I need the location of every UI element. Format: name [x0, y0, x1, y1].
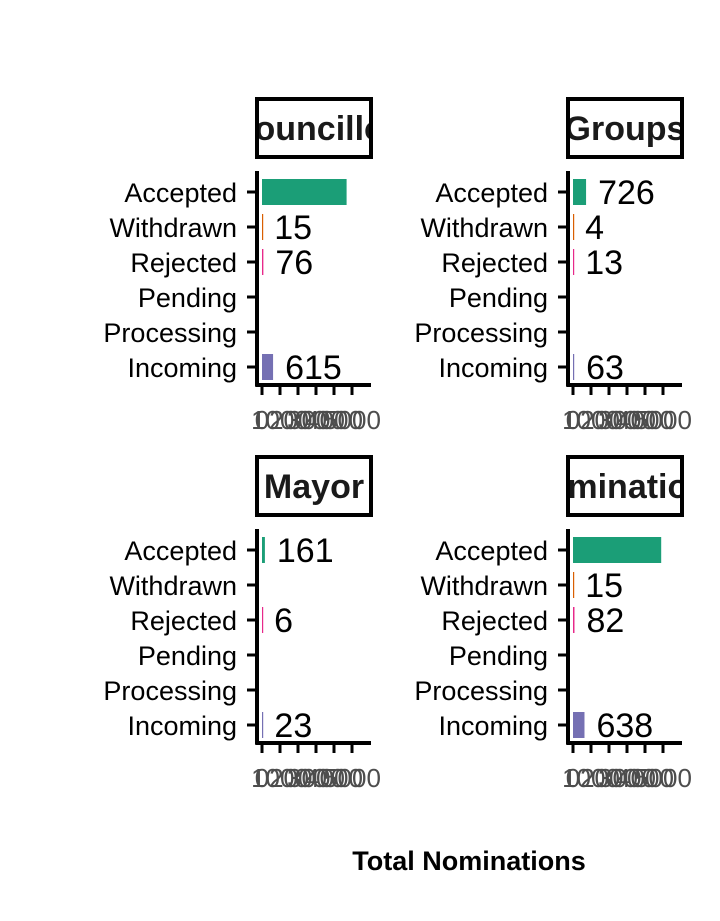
bar-incoming [262, 712, 264, 738]
category-label: Withdrawn [420, 571, 548, 601]
facet-title: Nominations [522, 468, 720, 506]
x-tick-label: 3000 [598, 405, 656, 435]
category-label: Incoming [127, 711, 237, 741]
bar-group [573, 179, 587, 380]
x-tick-label: 2000 [580, 763, 638, 793]
category-label: Incoming [438, 353, 548, 383]
bar-accepted [262, 179, 347, 205]
bar-incoming [573, 354, 575, 380]
bar-rejected [573, 607, 575, 633]
x-tick-label: 1000 [562, 763, 620, 793]
x-tick-label: 4000 [305, 405, 363, 435]
data-label: 638 [596, 707, 653, 745]
data-label: 726 [598, 174, 655, 212]
data-label: 6 [274, 602, 293, 640]
category-label: Withdrawn [109, 571, 237, 601]
category-label: Processing [103, 676, 237, 706]
chart-panels: Councillor Accepted 15 Withdrawn 76 Rejected P… [103, 97, 720, 793]
category-label: Incoming [127, 353, 237, 383]
data-label: 615 [285, 349, 342, 387]
data-label: 63 [586, 349, 624, 387]
bar-group [262, 537, 265, 738]
x-tick-label: 5000 [634, 763, 692, 793]
x-tick-label: 0 [566, 405, 580, 435]
category-label: Accepted [435, 178, 548, 208]
x-tick-label: 3000 [598, 763, 656, 793]
x-tick-label: 0 [255, 763, 269, 793]
panel-councillor: Councillor Accepted 15 Withdrawn 76 Rejected P… [103, 97, 398, 435]
panel-mayor: Mayor 161 Accepted Withdrawn 6 Rejected Pendin… [103, 455, 381, 793]
category-label: Pending [449, 641, 548, 671]
x-tick-label: 0 [566, 763, 580, 793]
panel-groups: Groups 726 Accepted 4 Withdrawn 13 Rejected Pen… [414, 97, 692, 435]
bar-incoming [573, 712, 585, 738]
x-tick-label: 1000 [251, 405, 309, 435]
category-label: Accepted [435, 536, 548, 566]
x-tick-label: 1000 [562, 405, 620, 435]
category-label: Rejected [441, 248, 548, 278]
category-label: Withdrawn [420, 213, 548, 243]
category-label: Processing [414, 676, 548, 706]
x-tick-label: 4000 [616, 763, 674, 793]
bar-rejected [262, 249, 264, 275]
category-label: Pending [138, 283, 237, 313]
data-label: 23 [274, 707, 312, 745]
category-label: Pending [138, 641, 237, 671]
bar-incoming [262, 354, 274, 380]
x-tick-label: 5000 [323, 405, 381, 435]
data-label: 76 [275, 244, 313, 282]
bar-rejected [262, 607, 264, 633]
bar-accepted [573, 179, 587, 205]
category-label: Rejected [130, 606, 237, 636]
bar-withdrawn [573, 214, 575, 240]
category-label: Pending [449, 283, 548, 313]
bar-group [573, 537, 662, 738]
bar-accepted [262, 537, 265, 563]
x-tick-label: 4000 [305, 763, 363, 793]
x-tick-label: 2000 [580, 405, 638, 435]
bar-withdrawn [573, 572, 575, 598]
x-tick-label: 4000 [616, 405, 674, 435]
x-tick-label: 3000 [287, 763, 345, 793]
category-label: Accepted [124, 536, 237, 566]
panel-nominations: Nominations Accepted 15 Withdrawn 82 Rejected… [414, 455, 720, 793]
x-tick-label: 1000 [251, 763, 309, 793]
bar-rejected [573, 249, 575, 275]
category-label: Accepted [124, 178, 237, 208]
x-tick-label: 2000 [269, 763, 327, 793]
category-label: Rejected [130, 248, 237, 278]
bar-group [262, 179, 347, 380]
facet-title: Mayor [264, 468, 364, 506]
facet-strip [566, 455, 684, 517]
category-label: Processing [103, 318, 237, 348]
data-label: 4 [585, 209, 604, 247]
facet-title: Groups [565, 110, 686, 148]
facet-strip [255, 455, 373, 517]
data-label: 15 [585, 567, 623, 605]
facet-strip [255, 97, 373, 159]
x-tick-label: 5000 [323, 763, 381, 793]
data-label: 13 [585, 244, 623, 282]
category-label: Processing [414, 318, 548, 348]
facet-strip [566, 97, 684, 159]
data-label: 15 [274, 209, 312, 247]
category-label: Rejected [441, 606, 548, 636]
category-label: Withdrawn [109, 213, 237, 243]
data-label: 161 [277, 532, 334, 570]
x-tick-label: 3000 [287, 405, 345, 435]
category-label: Incoming [438, 711, 548, 741]
facet-title: Councillor [230, 110, 398, 148]
x-axis-title: Total Nominations [352, 846, 586, 876]
data-label: 82 [586, 602, 624, 640]
bar-accepted [573, 537, 662, 563]
x-tick-label: 0 [255, 405, 269, 435]
bar-withdrawn [262, 214, 264, 240]
x-tick-label: 2000 [269, 405, 327, 435]
x-tick-label: 5000 [634, 405, 692, 435]
